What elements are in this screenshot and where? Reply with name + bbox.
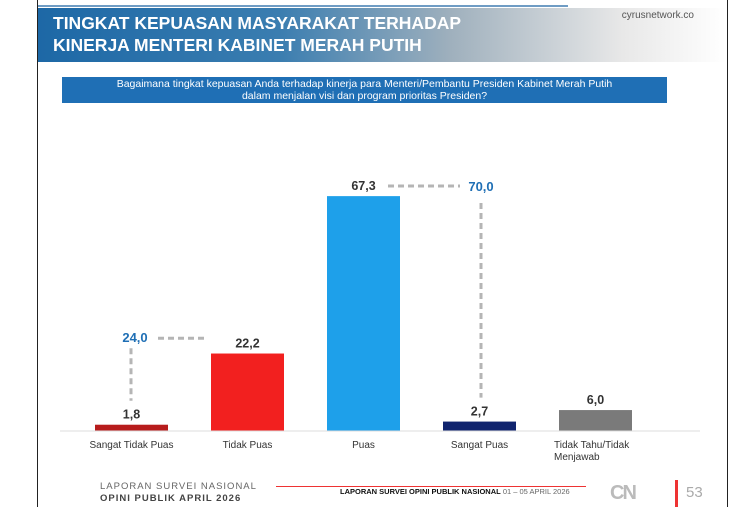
value-label-0: 1,8 (123, 408, 140, 422)
category-label-0: Sangat Tidak Puas (90, 440, 174, 451)
bar-4 (559, 410, 632, 431)
footer-red-line (276, 486, 586, 487)
category-label-4: Tidak Tahu/Tidak (554, 440, 630, 451)
cyrus-logo: CN (610, 482, 637, 504)
bar-0 (95, 424, 168, 431)
header-banner: TINGKAT KEPUASAN MASYARAKAT TERHADAP KIN… (38, 5, 726, 62)
page-border-right (727, 0, 728, 507)
aggregate-label-0: 24,0 (122, 330, 147, 345)
site-url: cyrusnetwork.co (621, 10, 694, 21)
title-line-1: TINGKAT KEPUASAN MASYARAKAT TERHADAP (53, 13, 462, 33)
footer-middle-text: LAPORAN SURVEI OPINI PUBLIK NASIONAL 01 … (340, 487, 570, 496)
page-title: TINGKAT KEPUASAN MASYARAKAT TERHADAP KIN… (53, 12, 461, 56)
question-line-1: Bagaimana tingkat kepuasan Anda terhadap… (116, 78, 613, 90)
category-label-4-cont: Menjawab (554, 452, 600, 463)
category-label-3: Sangat Puas (451, 440, 508, 451)
footer-mid-bold: LAPORAN SURVEI OPINI PUBLIK NASIONAL (340, 487, 501, 496)
category-label-2: Puas (352, 440, 375, 451)
bar-1 (211, 353, 284, 431)
question-line-2: dalam menjalan visi dan program priorita… (241, 90, 488, 102)
value-label-3: 2,7 (471, 405, 488, 419)
footer-report-line2: OPINI PUBLIK APRIL 2026 (100, 493, 242, 504)
bar-3 (443, 421, 516, 431)
page-border-left (37, 0, 38, 507)
aggregate-label-1: 70,0 (468, 179, 493, 194)
bar-2 (327, 196, 400, 431)
category-label-1: Tidak Puas (223, 440, 273, 451)
question-box: Bagaimana tingkat kepuasan Anda terhadap… (62, 77, 667, 103)
value-label-1: 22,2 (235, 337, 259, 351)
page-number-divider (675, 480, 678, 507)
value-label-2: 67,3 (351, 179, 375, 193)
page-number: 53 (686, 484, 703, 501)
title-line-2: KINERJA MENTERI KABINET MERAH PUTIH (53, 35, 422, 55)
value-label-4: 6,0 (587, 393, 604, 407)
header-top-line (38, 5, 568, 7)
footer-report-line1: LAPORAN SURVEI NASIONAL (100, 481, 257, 492)
footer-date: 01 – 05 APRIL 2026 (502, 487, 570, 496)
